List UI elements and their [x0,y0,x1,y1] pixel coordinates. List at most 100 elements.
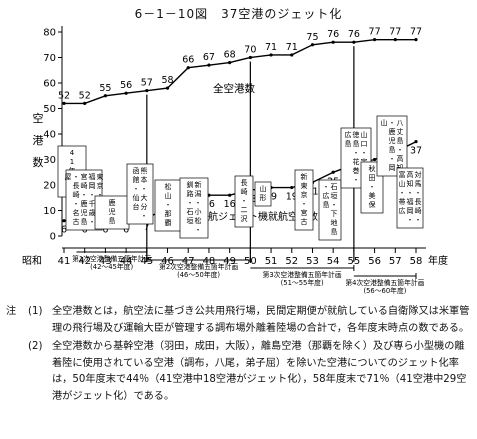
data-label: 67 [203,52,215,63]
annotation-char: 京 [301,190,308,199]
annotation-char: ・ [369,183,376,191]
x-tick-label: 54 [327,256,340,267]
annotation-callout: 松山・那覇 [154,179,182,232]
annotation-char: 児 [389,136,396,145]
annotation-char: ・ [241,197,248,205]
plan-label: 第3次空港整備五箇年計画 [263,270,342,279]
annotation-char: 宮 [81,172,88,181]
annotation-char: 対 [415,170,422,179]
annotation-char: 鹿 [109,198,116,207]
annotation-char: 歳 [89,208,96,217]
annotation-char: 美 [369,191,376,200]
annotation-char: 崎 [81,181,88,190]
annotation-char: ・ [97,191,104,199]
data-label: 6 [102,225,108,236]
annotation-char: 鹿 [81,199,88,208]
annotation-char: ・ [415,189,422,197]
x-tick-label: 47 [182,256,195,267]
annotation-char: 島 [389,145,396,154]
figure-title: 6－1－10図 37空港のジェット化 [134,7,343,21]
annotation-char: 下 [331,210,338,218]
y-axis-label-char: 空 [33,111,44,125]
data-label: 58 [161,75,173,86]
annotation-char: ・ [89,191,96,199]
annotation-char: 八 [397,119,404,127]
annotation-char: 形 [260,194,267,202]
annotation-char: 東 [301,181,308,190]
annotation-char: 山 [361,130,368,139]
annotation-char: 石 [331,183,338,191]
data-label: 7 [144,222,150,233]
data-label: 55 [99,83,111,94]
data-point [165,86,170,90]
x-tick-label: 55 [348,256,361,267]
note-label: 注 [6,306,17,317]
note-text: 全空港数から基幹空港（羽田，成田，大阪），離島空港（那覇を除く）及び専ら小型機の… [52,341,467,402]
annotation-callout: 熊本・大分・函館・仙台 [126,163,154,225]
series-name-1: 全空港数 [213,82,255,95]
annotation-char: 広 [345,130,352,139]
annotation-char: 島 [345,139,352,148]
annotation-char: 高 [397,154,404,163]
annotation-callout: 鹿児島 [94,195,130,230]
annotation-char: 松 [195,216,202,225]
annotation-char: ・ [89,218,96,226]
annotation-char: 知 [397,163,404,172]
annotation-char: 千 [89,199,96,208]
annotation-char: 新 [195,180,202,189]
plan-span: 第2次空港整備五箇年計画(46～50年度) [146,257,251,279]
annotation-char: 鹿 [389,127,396,136]
annotation-char: 花 [353,157,360,166]
annotation-char: 宮 [301,208,308,217]
annotation-char: 東 [97,172,104,181]
y-axis-label-char: 港 [33,134,44,147]
annotation-char: 崎 [241,187,248,196]
plan-label: 第1次空港整備五箇年計画 [72,254,151,263]
x-tick-label: 56 [368,256,381,267]
data-label: 52 [58,90,70,101]
data-point [331,170,335,174]
data-point [145,89,149,93]
data-label: 16 [224,199,236,210]
annotation-box [234,175,254,228]
annotation-char: 福 [407,197,414,206]
y-tick-label: 60 [43,79,56,90]
annotation-char: 島 [109,216,116,225]
annotation-char: 島 [397,136,404,145]
annotation-char: 児 [109,207,116,216]
data-label: 71 [265,42,277,53]
annotation-box [254,181,272,207]
plan-years: (46～50年度) [177,270,220,279]
annotation-char: 釧 [187,180,194,189]
annotation-box [396,167,424,229]
note-text: 全空港数とは，航空法に基づき公共用飛行場，民間定期便が就航している自衛隊又は米軍… [52,306,470,334]
annotation-char: ・ [323,183,330,191]
annotation-char: ・ [353,149,360,157]
annotation-callout: 八丈島・高知・鹿児島・岡山 [376,115,408,177]
annotation-char: 仙 [133,193,140,202]
x-tick-label: 45 [140,256,153,267]
annotation-text: 秋田・美保 [369,164,376,209]
y-axis-label-char: 数 [33,156,44,169]
annotation-char: ・ [141,212,148,220]
annotation-char: ・ [141,185,148,193]
annotation-char: 函 [133,166,140,175]
data-point [310,43,315,47]
data-point [414,140,418,144]
note-1: 注 (1) 全空港数とは，航空法に基づき公共用飛行場，民間定期便が就航している自… [6,304,472,337]
annotation-char: ・ [133,185,140,193]
plan-label: 第4次空港整備五箇年計画 [345,278,424,287]
annotation-char: 那 [165,210,172,218]
annotation-char: 山 [260,184,267,193]
annotation-char: 路 [187,189,194,198]
data-point [290,185,294,190]
annotation-char: 富 [399,170,406,179]
annotation-char: ・ [353,176,360,184]
data-point [62,219,66,223]
x-era-label: 昭和 [22,255,42,267]
annotation-char: 熊 [141,166,148,175]
annotation-box [318,179,342,241]
annotation-text: 新東京・宮古 [301,172,308,226]
annotation-char: ・ [397,146,404,154]
